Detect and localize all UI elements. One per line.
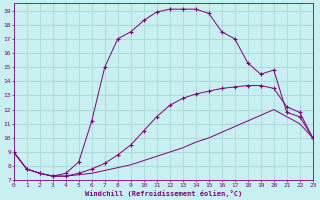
X-axis label: Windchill (Refroidissement éolien,°C): Windchill (Refroidissement éolien,°C)	[84, 190, 242, 197]
